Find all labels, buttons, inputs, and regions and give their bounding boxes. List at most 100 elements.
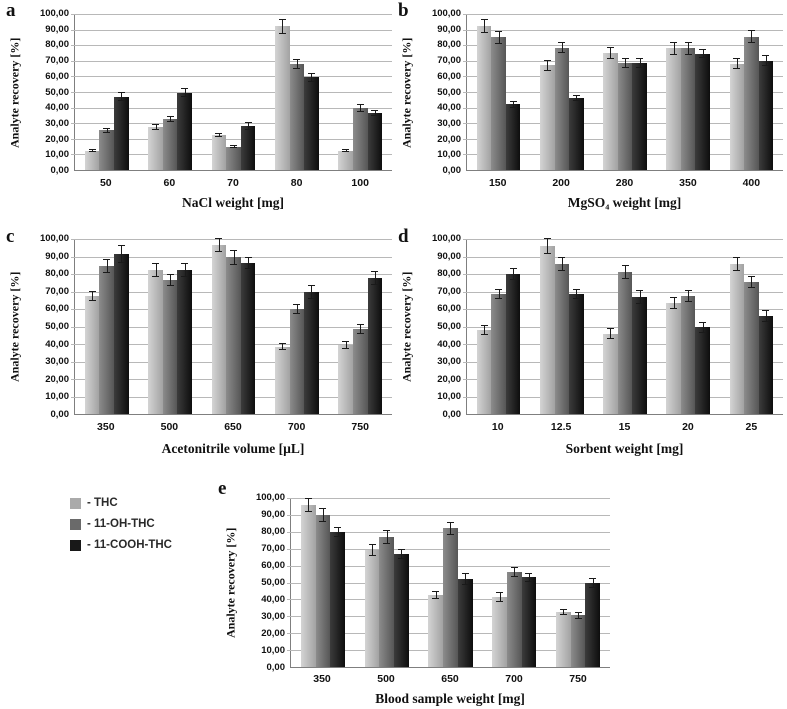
x-tick-label: 15 bbox=[618, 421, 631, 433]
x-tick-label: 20 bbox=[682, 421, 694, 433]
error-bar bbox=[509, 267, 517, 281]
bar-slot bbox=[367, 14, 383, 170]
error-bar-segment bbox=[496, 600, 504, 602]
error-bar-segment bbox=[670, 53, 678, 55]
error-bar-segment bbox=[360, 323, 362, 335]
error-bar bbox=[293, 303, 301, 315]
error-bar-segment bbox=[484, 18, 486, 33]
error-bar-segment bbox=[311, 72, 313, 82]
error-bar-segment bbox=[371, 283, 379, 285]
bar-slot bbox=[315, 498, 331, 667]
error-bar bbox=[166, 116, 174, 123]
error-bar-segment bbox=[334, 535, 342, 537]
y-tick-label: 60,00 bbox=[45, 303, 69, 315]
gridline bbox=[71, 45, 392, 47]
error-bar-segment bbox=[558, 269, 566, 271]
bar-slot bbox=[338, 14, 354, 170]
error-bar-segment bbox=[278, 349, 286, 351]
gridline bbox=[71, 138, 392, 140]
legend-label-11-cooh-thc: - 11-COOH-THC bbox=[87, 539, 172, 551]
error-bar-segment bbox=[509, 279, 517, 281]
bar-group bbox=[530, 238, 593, 414]
bar-slot bbox=[585, 498, 601, 667]
bar-11-cooh-thc bbox=[585, 583, 601, 667]
bar-slot bbox=[338, 239, 354, 414]
error-bar bbox=[230, 145, 237, 149]
error-bar bbox=[307, 284, 315, 299]
error-bar-segment bbox=[92, 290, 94, 302]
error-bar-segment bbox=[372, 544, 374, 557]
error-bar-segment bbox=[574, 617, 582, 619]
bar-11-cooh-thc bbox=[569, 98, 584, 170]
y-tick-label: 100,00 bbox=[39, 233, 69, 244]
bar-thc bbox=[666, 302, 681, 414]
bar-thc bbox=[492, 596, 507, 667]
error-bar-segment bbox=[495, 298, 503, 300]
bar-11-oh-thc bbox=[315, 514, 331, 667]
error-bar-segment bbox=[636, 302, 644, 304]
error-bar bbox=[446, 521, 454, 536]
error-bar bbox=[356, 323, 364, 335]
error-bar bbox=[496, 591, 504, 602]
error-bar-segment bbox=[572, 100, 580, 102]
error-bar-segment bbox=[513, 267, 515, 281]
y-tick-label: 70,00 bbox=[45, 55, 69, 67]
error-bar bbox=[589, 578, 597, 589]
error-bar-segment bbox=[751, 30, 753, 43]
bar-11-cooh-thc bbox=[758, 316, 774, 414]
bar-slot bbox=[758, 239, 774, 414]
error-bar-segment bbox=[639, 58, 641, 68]
error-bar bbox=[88, 148, 96, 153]
bar-slot bbox=[443, 498, 458, 667]
error-bar-segment bbox=[572, 298, 580, 300]
bar-group bbox=[530, 14, 593, 170]
error-bar-segment bbox=[166, 285, 174, 287]
error-bar-segment bbox=[233, 249, 235, 266]
y-tick-label: 100,00 bbox=[431, 233, 461, 244]
y-tick-label: 50,00 bbox=[437, 321, 461, 332]
error-bar bbox=[319, 508, 327, 522]
legend-item-11-oh-thc: - 11-OH-THC bbox=[70, 518, 172, 530]
bar-group bbox=[329, 239, 392, 414]
error-bar bbox=[117, 92, 125, 102]
y-tick-label: 90,00 bbox=[261, 509, 285, 520]
error-bar bbox=[304, 498, 312, 512]
y-axis-title: Analyte recovery [%] bbox=[399, 37, 414, 148]
bar-slot bbox=[148, 14, 163, 170]
error-bar bbox=[621, 58, 629, 68]
error-bar bbox=[88, 290, 96, 302]
error-bar bbox=[495, 31, 503, 44]
bar-slot bbox=[666, 239, 681, 414]
gridline bbox=[71, 107, 392, 109]
error-bar-segment bbox=[699, 57, 707, 59]
bar-groups bbox=[291, 498, 610, 667]
bar-slot bbox=[680, 14, 696, 170]
bar-slot bbox=[506, 498, 522, 667]
error-bar-segment bbox=[374, 109, 376, 117]
error-bar-segment bbox=[480, 334, 488, 336]
error-bar bbox=[574, 612, 582, 619]
x-tick-label: 500 bbox=[377, 673, 395, 685]
error-bar-segment bbox=[446, 534, 454, 536]
error-bar bbox=[230, 249, 237, 266]
error-bar bbox=[670, 42, 678, 55]
error-bar-segment bbox=[747, 287, 755, 288]
bar-thc bbox=[275, 346, 290, 414]
gridline bbox=[71, 256, 392, 258]
error-bar-segment bbox=[397, 557, 405, 559]
error-bar-segment bbox=[307, 80, 315, 82]
error-bar-segment bbox=[311, 284, 313, 299]
error-bar bbox=[371, 109, 379, 117]
error-bar-segment bbox=[747, 41, 755, 43]
bar-slot bbox=[554, 239, 570, 414]
bar-11-cooh-thc bbox=[113, 253, 129, 414]
bar-slot bbox=[353, 14, 368, 170]
bar-group bbox=[75, 14, 138, 170]
bar-group bbox=[355, 498, 419, 667]
bar-slot bbox=[99, 14, 114, 170]
error-bar-segment bbox=[233, 145, 235, 149]
y-axis-title: Analyte recovery [%] bbox=[7, 271, 22, 383]
y-tick-label: 40,00 bbox=[45, 102, 69, 114]
bar-slot bbox=[521, 498, 537, 667]
